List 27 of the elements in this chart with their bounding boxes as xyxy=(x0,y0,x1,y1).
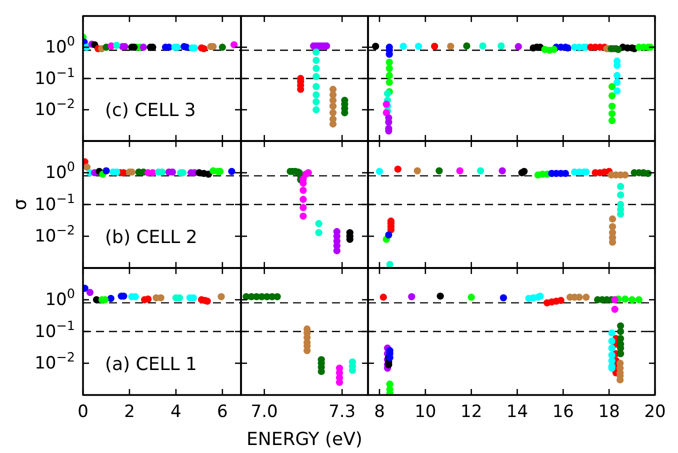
y-tick-label: 10$^{0}$ xyxy=(45,286,75,310)
x-tick-label: 8 xyxy=(374,402,385,422)
y-tick-label: 10$^{0}$ xyxy=(45,160,75,184)
annotation: (b) CELL 2 xyxy=(105,227,198,248)
annotation: (a) CELL 1 xyxy=(105,354,197,375)
x-tick-label: 16 xyxy=(552,402,574,422)
x-axis-title: ENERGY (eV) xyxy=(246,429,362,450)
annotation: (c) CELL 3 xyxy=(105,100,196,121)
y-tick-label: 10$^{−2}$ xyxy=(34,96,75,120)
y-tick-label: 10$^{−2}$ xyxy=(34,223,75,247)
x-tick-label: 7.0 xyxy=(250,402,278,422)
x-tick-label: 14 xyxy=(506,402,528,422)
x-tick-label: 10 xyxy=(414,402,436,422)
x-tick-label: 12 xyxy=(460,402,482,422)
x-tick-label: 20 xyxy=(644,402,666,422)
x-tick-label: 7.3 xyxy=(328,402,356,422)
x-tick-label: 4 xyxy=(170,402,182,422)
y-tick-label: 10$^{0}$ xyxy=(45,34,75,58)
y-tick-label: 10$^{−2}$ xyxy=(34,350,75,374)
x-tick-label: 18 xyxy=(598,402,620,422)
y-tick-label: 10$^{−1}$ xyxy=(34,191,75,215)
x-tick-label: 0 xyxy=(78,402,88,422)
x-tick-label: 2 xyxy=(124,402,135,422)
y-axis-title: σ xyxy=(10,198,31,210)
x-tick-label: 6 xyxy=(217,402,228,422)
y-tick-label: 10$^{−1}$ xyxy=(34,318,75,342)
y-tick-label: 10$^{−1}$ xyxy=(34,65,75,89)
